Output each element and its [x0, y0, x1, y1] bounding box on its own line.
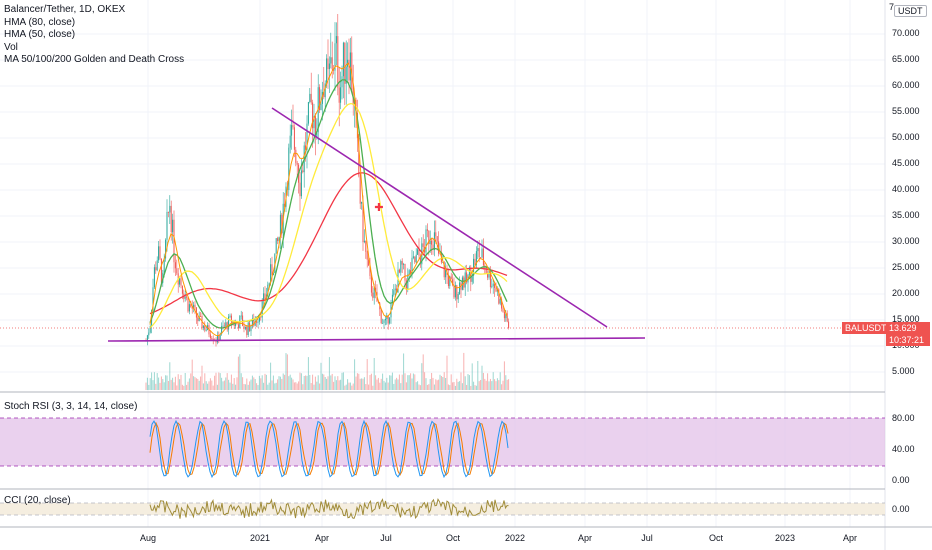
stoch-k-line	[149, 419, 509, 479]
time-tick: Apr	[314, 533, 330, 543]
chart-legend: Balancer/Tether, 1D, OKEX HMA (80, close…	[4, 4, 184, 67]
volume-bars	[145, 352, 510, 390]
time-tick: Jul	[641, 533, 653, 543]
symbol-tag: BALUSDT	[842, 322, 890, 334]
price-tick: 5.000	[892, 366, 915, 376]
stoch-tick-0: 0.00	[892, 475, 910, 485]
legend-volume[interactable]: Vol	[4, 41, 18, 53]
price-tick: 45.000	[892, 158, 920, 168]
stoch-tick-40: 40.00	[892, 444, 915, 454]
candlesticks	[145, 13, 510, 347]
descending-trendline[interactable]	[271, 107, 608, 328]
time-tick: Oct	[708, 533, 724, 543]
legend-hma50[interactable]: HMA (50, close)	[4, 29, 76, 40]
ma-yellow-line	[149, 102, 508, 329]
currency-button[interactable]: USDT	[894, 5, 927, 17]
price-tick: 15.000	[892, 314, 920, 324]
cci-tick-0: 0.00	[892, 504, 910, 514]
price-tick: 20.000	[892, 288, 920, 298]
stoch-d-line	[149, 421, 509, 476]
price-tick: 60.000	[892, 80, 920, 90]
current-price-tag: 13.629	[886, 322, 930, 334]
time-tick: Apr	[842, 533, 858, 543]
legend-ma-cross[interactable]: MA 50/100/200 Golden and Death Cross	[4, 54, 185, 65]
time-tick: 2023	[774, 533, 796, 543]
price-tick: 50.000	[892, 132, 920, 142]
price-tick: 30.000	[892, 236, 920, 246]
hma50-line	[149, 79, 508, 329]
time-tick: Apr	[577, 533, 593, 543]
time-tick: 2022	[504, 533, 526, 543]
price-tick-top: 7	[889, 2, 895, 12]
price-tick: 25.000	[892, 262, 920, 272]
legend-hma80[interactable]: HMA (80, close)	[4, 16, 76, 28]
time-tick: 2021	[249, 533, 271, 543]
price-tick: 40.000	[892, 184, 920, 194]
support-trendline[interactable]	[107, 337, 646, 342]
stoch-rsi-label[interactable]: Stoch RSI (3, 3, 14, 14, close)	[4, 401, 138, 412]
price-tick: 55.000	[892, 106, 920, 116]
hma-orange-line	[149, 62, 508, 337]
legend-title[interactable]: Balancer/Tether, 1D, OKEX	[4, 4, 126, 15]
stoch-tick-80: 80.00	[892, 413, 915, 423]
price-tick: 65.000	[892, 54, 920, 64]
price-tick: 35.000	[892, 210, 920, 220]
death-cross-marker: ✚	[374, 201, 383, 214]
hma80-line	[149, 172, 508, 315]
countdown-tag: 10:37:21	[886, 334, 930, 346]
cci-label[interactable]: CCI (20, close)	[4, 495, 71, 506]
time-tick: Oct	[445, 533, 461, 543]
price-tick: 70.000	[892, 28, 920, 38]
time-tick: Jul	[380, 533, 392, 543]
cci-line	[149, 498, 509, 520]
cci-band	[0, 503, 885, 515]
time-tick: Aug	[139, 533, 157, 543]
